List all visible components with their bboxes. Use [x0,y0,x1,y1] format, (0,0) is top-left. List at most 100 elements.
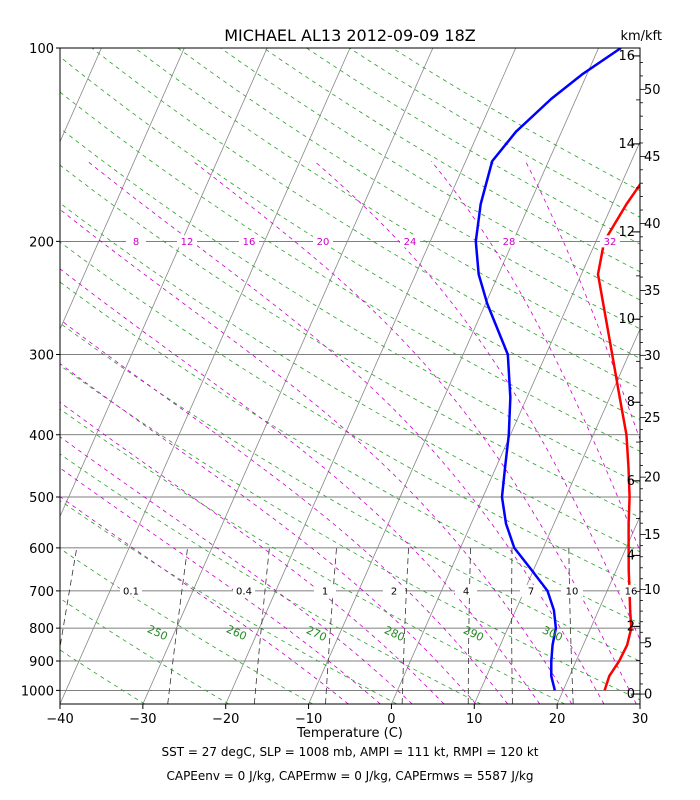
moist-adiabat-label: 12 [181,237,194,248]
dry-adiabat-line [392,48,640,192]
km-tick-label: 0 [627,687,635,702]
footer-line-2: CAPEenv = 0 J/kg, CAPErmw = 0 J/kg, CAPE… [166,769,534,783]
x-axis-label: Temperature (C) [296,726,403,740]
isotherm-line [60,48,185,331]
footer-line-1: SST = 27 degC, SLP = 1008 mb, AMPI = 111… [161,745,539,759]
moist-adiabat-label: 32 [604,237,617,248]
axes: −40 −30 −20 −10 0 10 20 30100200300400500600700… [21,42,661,727]
x-tick-label: −40 [46,712,73,727]
mixing-ratio-line [511,547,513,704]
moist-adiabat-label-bg [400,235,420,248]
isotherm-line [142,48,434,704]
pressure-tick-label: 900 [29,655,54,670]
km-tick-label: 2 [627,619,635,634]
moist-adiabat-line [525,160,640,441]
isotherm-line [0,48,19,704]
km-tick-label: 14 [618,137,635,152]
kft-tick-label: 5 [644,636,652,651]
moist-adiabat-label: 8 [133,237,139,248]
pressure-tick-label: 400 [29,429,54,444]
pressure-tick-label: 700 [29,585,54,600]
mixing-ratio-label: 0.1 [123,586,139,597]
mixing-ratio-line [401,547,409,704]
dry-adiabat-line [60,322,640,662]
right-axis-label: km/kft [620,29,662,44]
moist-adiabat-label: 20 [317,237,330,248]
moist-adiabat-line [431,160,640,553]
kft-tick-label: 50 [644,83,661,98]
mixing-ratio-label-bg [314,584,336,597]
dry-adiabat-line [60,202,640,553]
isotherm-line [391,140,640,704]
dewpoint-profile [474,48,622,691]
mixing-ratio-line [167,547,189,704]
kft-tick-label: 30 [644,349,661,364]
isotherm-line [639,703,640,704]
mixing-ratio-label: 2 [391,586,397,597]
mixing-ratio-label: 4 [463,586,469,597]
moist-adiabat-line [60,436,413,704]
moist-adiabat-line [60,496,349,704]
mixing-ratio-line [325,547,337,704]
moist-adiabat-label: 24 [404,237,417,248]
km-tick-label: 12 [618,225,635,240]
km-tick-label: 8 [627,395,635,410]
dry-adiabat-line [220,48,640,301]
dry-adiabat-line [91,48,640,390]
mixing-ratio-line [568,547,574,704]
moist-adiabat-label-bg [177,235,197,248]
kft-tick-label: 15 [644,528,661,543]
dry-adiabat-label: 250 [145,622,170,643]
dry-adiabat-line [177,48,640,330]
mixing-ratio-line [253,547,270,704]
kft-tick-label: 45 [644,150,661,165]
moist-adiabat-line [192,160,637,704]
km-tick-label: 4 [627,548,635,563]
x-tick-label: 0 [387,712,395,727]
pressure-tick-label: 500 [29,491,54,506]
pressure-tick-label: 600 [29,542,54,557]
mixing-ratio-label-bg [455,584,477,597]
x-tick-label: 20 [549,712,566,727]
mixing-ratio-label-bg [520,584,542,597]
mixing-ratio-line [467,547,471,704]
moist-adiabat-label: 28 [503,237,516,248]
kft-tick-label: 25 [644,411,661,426]
kft-tick-label: 10 [644,583,661,598]
dry-adiabat-line [60,408,565,704]
pressure-tick-label: 1000 [21,684,54,699]
mixing-ratio-label: 0.4 [236,586,252,597]
isotherm-line [60,48,351,704]
isotherm-line [308,48,599,704]
chart-title: MICHAEL AL13 2012-09-09 18Z [224,26,476,45]
isotherm-line [60,48,102,143]
moist-adiabat-label-bg [313,235,333,248]
moist-adiabat-line [60,319,509,704]
kft-tick-label: 35 [644,284,661,299]
moist-adiabat-label-bg [600,235,620,248]
dry-adiabat-line [60,241,640,588]
dry-adiabat-line [60,281,640,625]
x-tick-label: −20 [212,712,239,727]
mixing-ratio-label-bg [383,584,405,597]
dry-adiabat-line [60,164,640,518]
kft-tick-label: 40 [644,217,661,232]
moist-adiabat-label-bg [239,235,259,248]
moist-adiabat-line [60,401,445,704]
kft-tick-label: 0 [644,688,652,703]
moist-adiabat-line [314,160,640,641]
moist-adiabat-label-bg [126,235,146,248]
moist-adiabat-line [60,208,573,704]
pressure-tick-label: 800 [29,622,54,637]
isotherm-line [60,48,268,518]
mixing-ratio-label-bg [620,584,642,597]
dry-adiabat-line [60,127,640,485]
background-lines [0,48,640,704]
temperature-profile [596,182,640,691]
profile-lines [474,48,640,691]
x-tick-label: 10 [466,712,483,727]
mixing-ratio-label: 10 [566,586,579,597]
moist-adiabat-line [60,268,541,704]
